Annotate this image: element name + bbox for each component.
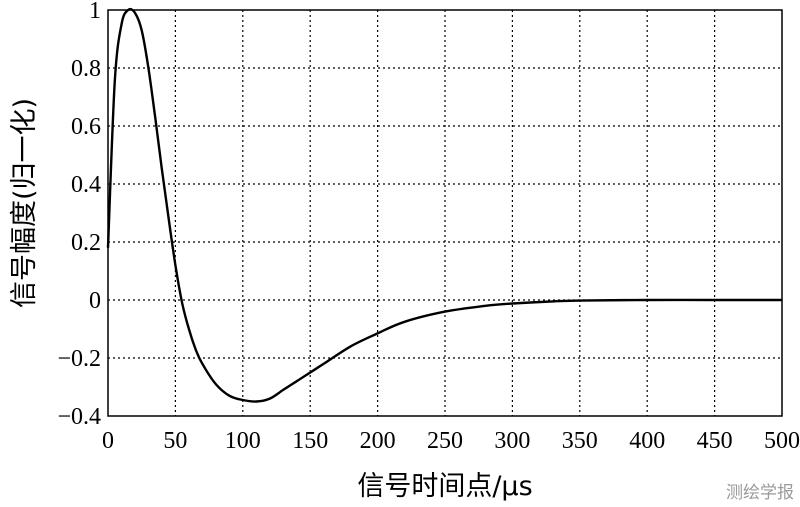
watermark-text: 测绘学报: [726, 483, 794, 503]
y-tick-label: 0.4: [71, 172, 101, 198]
y-tick-label: 0: [89, 288, 101, 314]
x-tick-label: 500: [764, 428, 800, 454]
x-tick-label: 100: [225, 428, 261, 454]
series-layer: [106, 7, 782, 403]
y-tick-label: 0.2: [71, 230, 101, 256]
y-tick-label: −0.2: [57, 346, 101, 372]
y-tick-label: 0.8: [71, 56, 101, 82]
grid-lines: [108, 10, 782, 416]
x-tick-label: 400: [629, 428, 665, 454]
x-tick-label: 250: [427, 428, 463, 454]
x-tick-label: 450: [697, 428, 733, 454]
x-tick-label: 150: [292, 428, 328, 454]
plot-frame: [107, 9, 783, 417]
x-tick-label: 200: [360, 428, 396, 454]
x-tick-label: 0: [102, 428, 114, 454]
y-tick-labels: −0.4 −0.2 0 0.2 0.4 0.6 0.8 1: [57, 0, 101, 430]
y-axis-title: 信号幅度(归一化): [9, 98, 40, 308]
y-tick-label: 1: [89, 0, 101, 24]
x-tick-label: 300: [494, 428, 530, 454]
x-axis-title: 信号时间点/μs: [357, 471, 532, 502]
x-tick-labels: 0 50 100 150 200 250 300 350 400 450 500: [102, 428, 800, 454]
y-tick-label: 0.6: [71, 114, 101, 140]
x-tick-label: 50: [163, 428, 187, 454]
y-tick-label: −0.4: [57, 404, 101, 430]
series-line: [106, 7, 782, 403]
x-tick-label: 350: [562, 428, 598, 454]
